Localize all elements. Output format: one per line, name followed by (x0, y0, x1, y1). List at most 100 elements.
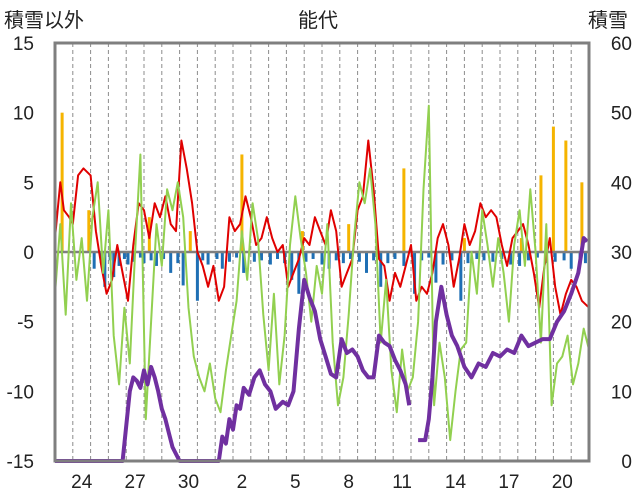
plot-border (53, 41, 591, 463)
left-tick-0: 15 (13, 34, 34, 55)
bar-1-1 (87, 210, 91, 252)
bar-0-27 (268, 252, 272, 265)
left-tick-5: -10 (7, 382, 34, 403)
bar-0-18 (201, 252, 205, 261)
bar-0-14 (169, 252, 173, 273)
x-tick-1: 27 (125, 472, 146, 493)
x-tick-0: 24 (71, 472, 93, 493)
right-tick-4: 20 (611, 313, 632, 334)
x-tick-9: 20 (552, 472, 573, 493)
right-axis-title: 積雪 (588, 10, 628, 32)
line-series-3 (418, 236, 589, 443)
right-tick-0: 60 (611, 34, 632, 55)
x-tick-3: 2 (237, 472, 248, 493)
bar-0-55 (482, 252, 486, 261)
x-tick-labels: 24 27 30 2 5 8 11 14 17 20 (71, 472, 573, 493)
bar-1-11 (551, 126, 555, 252)
bar-0-21 (220, 252, 224, 269)
bar-0-48 (427, 252, 431, 258)
bar-0-65 (569, 252, 573, 269)
bar-1-13 (580, 182, 584, 252)
bar-0-16 (181, 252, 185, 286)
bar-0-64 (562, 252, 566, 261)
bar-0-31 (297, 252, 301, 294)
bar-1-8 (462, 238, 466, 252)
bar-0-33 (311, 252, 315, 259)
bar-1-4 (240, 154, 244, 252)
left-tick-labels: 15 10 5 0 -5 -10 -15 (7, 34, 34, 473)
x-tick-6: 11 (392, 472, 412, 493)
bar-0-59 (518, 252, 522, 266)
bar-0-54 (475, 252, 479, 259)
x-tick-8: 17 (498, 472, 519, 493)
bar-0-17 (195, 252, 199, 301)
bar-0-41 (372, 252, 376, 261)
bar-0-15 (176, 252, 180, 264)
right-tick-6: 0 (621, 452, 632, 473)
bar-1-12 (564, 140, 568, 252)
bar-0-11 (149, 252, 153, 261)
bar-0-19 (206, 252, 210, 265)
left-tick-6: -15 (7, 452, 34, 473)
bar-0-61 (535, 252, 539, 258)
bar-1-3 (188, 231, 192, 252)
bar-0-26 (259, 252, 263, 261)
left-axis-title: 積雪以外 (4, 10, 84, 32)
line-series (54, 104, 590, 463)
bar-0-7 (126, 252, 130, 265)
bar-0-32 (304, 252, 308, 262)
bar-0-25 (252, 252, 256, 262)
right-tick-labels: 60 50 40 30 20 10 0 (611, 34, 632, 473)
right-tick-2: 40 (611, 173, 632, 194)
bar-0-6 (122, 252, 126, 259)
right-tick-5: 10 (611, 382, 632, 403)
bar-0-20 (215, 252, 219, 259)
right-tick-1: 50 (611, 104, 632, 125)
bar-0-52 (459, 252, 463, 301)
bar-0-53 (466, 252, 470, 264)
bar-0-43 (386, 252, 390, 264)
bar-0-0 (92, 252, 96, 269)
bar-0-22 (227, 252, 231, 262)
bar-0-39 (357, 252, 361, 262)
bar-1-7 (402, 168, 406, 252)
left-tick-3: 0 (23, 243, 34, 264)
bar-0-23 (235, 252, 239, 258)
bar-0-56 (491, 252, 495, 262)
left-tick-1: 10 (13, 104, 34, 125)
bar-0-9 (138, 252, 142, 258)
left-tick-2: 5 (23, 173, 34, 194)
bar-0-30 (290, 252, 294, 280)
x-tick-4: 5 (290, 472, 301, 493)
bar-1-9 (519, 238, 523, 252)
bar-0-10 (142, 252, 146, 264)
bar-0-50 (441, 252, 445, 265)
bar-1-10 (539, 175, 543, 252)
bar-0-63 (553, 252, 557, 262)
bar-0-60 (526, 252, 530, 261)
bar-0-8 (131, 252, 135, 262)
bar-1-0 (60, 112, 64, 253)
bar-0-42 (379, 252, 383, 287)
left-tick-4: -5 (17, 313, 34, 334)
bar-1-6 (347, 224, 351, 252)
line-series-2 (55, 277, 412, 463)
bar-0-51 (450, 252, 454, 261)
bar-0-36 (334, 252, 338, 261)
line-series-1 (54, 104, 590, 442)
right-tick-3: 30 (611, 243, 632, 264)
bar-0-67 (583, 252, 587, 264)
bar-0-28 (276, 252, 279, 259)
x-tick-7: 14 (445, 472, 467, 493)
bar-0-44 (393, 252, 397, 259)
bar-0-24 (242, 252, 246, 273)
bar-0-49 (434, 252, 438, 283)
chart-title: 能代 (298, 10, 338, 32)
bar-0-37 (341, 252, 345, 264)
bar-0-2 (103, 252, 107, 287)
x-tick-5: 8 (343, 472, 354, 493)
bar-0-12 (154, 252, 158, 266)
x-tick-2: 30 (178, 472, 199, 493)
bar-0-40 (365, 252, 368, 273)
bar-0-38 (348, 252, 352, 259)
